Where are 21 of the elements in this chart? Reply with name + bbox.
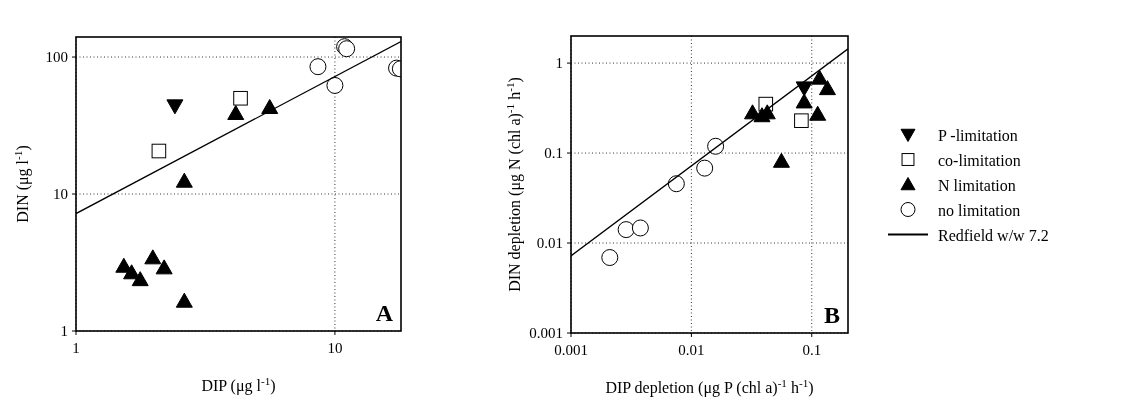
x-tick-label: 10 (327, 340, 343, 356)
x-tick-label: 0.1 (802, 342, 822, 358)
legend-label: co-limitation (938, 151, 1021, 169)
x-tick-label: 0.001 (554, 342, 588, 358)
y-tick-label: 0.1 (544, 145, 563, 162)
legend-label: P -limitation (938, 126, 1018, 144)
y-tick-label: 1 (555, 55, 563, 72)
legend-label: N limitation (938, 176, 1016, 194)
x-tick-label: 1 (72, 340, 80, 356)
y-tick-label: 1 (60, 323, 68, 339)
legend-label: Redfield w/w 7.2 (938, 226, 1049, 244)
x-axis-title: DIP depletion (μg P (chl a)$^{-1}$ h$^{-1}$) (605, 377, 814, 397)
y-tick-label: 100 (45, 49, 68, 66)
y-tick-label: 0.01 (536, 235, 563, 252)
legend-label: no limitation (938, 201, 1021, 219)
y-tick-label: 0.001 (529, 325, 563, 341)
x-tick-label: 0.01 (678, 342, 705, 358)
annotation: B (823, 302, 840, 328)
annotation: A (375, 300, 394, 326)
y-tick-label: 10 (53, 186, 68, 203)
x-axis-title: DIP (μg l$^{-1}$) (201, 375, 276, 395)
